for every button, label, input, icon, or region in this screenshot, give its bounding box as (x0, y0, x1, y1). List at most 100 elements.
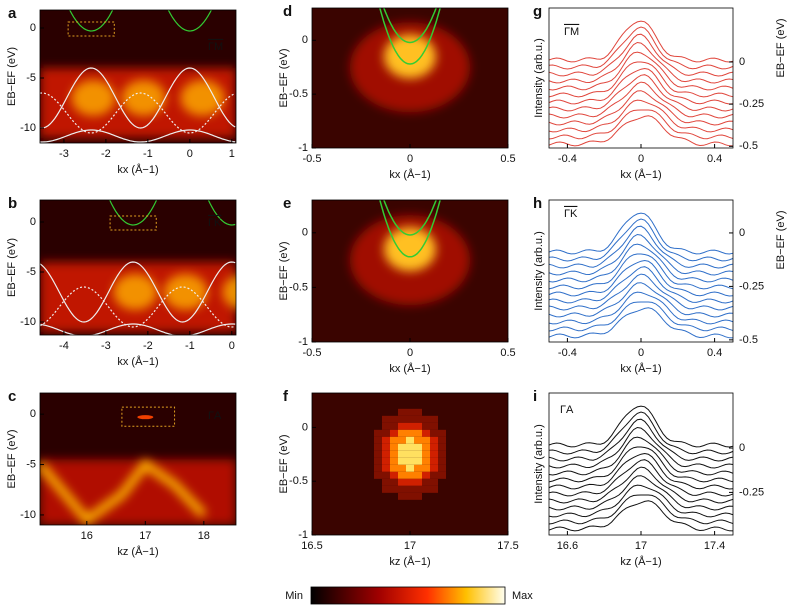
heat-pixel (414, 457, 422, 465)
heat-pixel (382, 464, 390, 472)
green-band (379, 200, 441, 258)
heat-pixel (382, 457, 390, 465)
heat-pixel (382, 436, 390, 444)
heat-pixel (374, 443, 382, 451)
heat-pixel (374, 471, 382, 479)
heat-pixel (438, 457, 446, 465)
heat-pixel (422, 443, 430, 451)
x-tick-label: 0 (407, 153, 413, 165)
x-axis-label: kx (Å−1) (389, 362, 430, 375)
y2-axis-label: EB−EF (eV) (775, 19, 787, 78)
heat-pixel (390, 443, 398, 451)
spectrum-curve (549, 475, 733, 511)
highlight-box (67, 21, 115, 37)
heat-pixel (422, 429, 430, 437)
spectrum-curve (549, 307, 733, 339)
heat-pixel (390, 478, 398, 486)
x-tick-label: 17.5 (497, 540, 518, 552)
x-tick-label: 1 (229, 148, 235, 160)
heat-pixel (414, 478, 422, 486)
heat-pixel (390, 450, 398, 458)
y-tick-label: 0 (302, 227, 308, 239)
panel-frame (39, 392, 237, 526)
heat-pixel (438, 429, 446, 437)
x-tick-label: 0 (638, 347, 644, 359)
spectrum-curve (549, 466, 733, 504)
heat-pixel (422, 415, 430, 423)
annotation: ΓK (564, 208, 578, 220)
y2-axis-label: EB−EF (eV) (775, 211, 787, 270)
x-axis-label: kz (Å−1) (117, 545, 158, 558)
spectrum-curve (549, 418, 733, 462)
y2-tick-label: -0.25 (739, 98, 764, 110)
y2-tick-label: -0.5 (739, 140, 758, 152)
heat-pixel (414, 471, 422, 479)
x-tick-label: -3 (101, 340, 111, 352)
spectrum-curve (549, 282, 733, 318)
heat-pixel (414, 464, 422, 472)
y-axis-label: EB−EF (eV) (6, 238, 18, 297)
annotation: ΓA (560, 404, 574, 416)
heat-pixel (390, 485, 398, 493)
y2-tick-label: 0 (739, 56, 745, 68)
heat-pixel (374, 436, 382, 444)
x-tick-label: 0.4 (707, 347, 722, 359)
x-tick-label: -0.4 (558, 153, 577, 165)
y2-tick-label: -0.25 (739, 280, 764, 292)
heat-pixel (390, 471, 398, 479)
panel-letter: h (533, 195, 542, 212)
heat-pixel (438, 443, 446, 451)
heat-pixel (406, 464, 414, 472)
panel-plot (40, 200, 236, 335)
y-axis-label: Intensity (arb.u.) (533, 424, 545, 503)
heat-pixel (398, 464, 406, 472)
y2-tick-label: -0.5 (739, 334, 758, 346)
heat-spot (163, 274, 208, 310)
heat-pixel (398, 436, 406, 444)
heat-spot (113, 274, 158, 310)
y-tick-label: 0 (302, 34, 308, 46)
spectrum-curve (549, 291, 733, 325)
y-tick-label: 0 (30, 408, 36, 420)
panel-letter: a (8, 5, 17, 22)
y2-tick-label: 0 (739, 227, 745, 239)
heat-pixel (430, 457, 438, 465)
x-axis-label: kz (Å−1) (620, 555, 661, 568)
panel-plot (549, 405, 733, 532)
heat-pixel (438, 436, 446, 444)
heat-pixel (422, 457, 430, 465)
y-tick-label: -5 (26, 72, 36, 84)
panel-letter: c (8, 388, 16, 405)
heat-pixel (406, 443, 414, 451)
spectrum-curve (549, 452, 733, 490)
panel-plot (312, 8, 508, 148)
heat-pixel (390, 464, 398, 472)
spectrum-curve (549, 411, 733, 455)
y-tick-label: 0 (30, 216, 36, 228)
spectrum-curve (549, 26, 733, 70)
y-tick-label: -5 (26, 458, 36, 470)
spectrum-curve (549, 218, 733, 262)
annotation: ΓM (208, 41, 223, 53)
spectrum-curve (549, 259, 733, 297)
panel-plot (549, 212, 733, 339)
x-axis-label: kz (Å−1) (389, 555, 430, 568)
spectrum-curve (549, 459, 733, 497)
heat-pixel (438, 464, 446, 472)
x-tick-label: 0 (229, 340, 235, 352)
heat-spot (222, 275, 236, 309)
heat-spot (137, 415, 154, 420)
heat-spot (384, 34, 436, 79)
x-axis-label: kx (Å−1) (389, 168, 430, 181)
x-tick-label: -0.5 (303, 153, 322, 165)
heat-pixel (374, 450, 382, 458)
spectrum-curve (549, 436, 733, 476)
x-tick-label: 17 (404, 540, 416, 552)
spectrum-curve (549, 266, 733, 304)
heat-pixel (406, 457, 414, 465)
y-axis-label: EB−EF (eV) (6, 47, 18, 106)
spectrum-curve (549, 74, 733, 112)
heat-pixel (398, 429, 406, 437)
heat-pixel (422, 485, 430, 493)
